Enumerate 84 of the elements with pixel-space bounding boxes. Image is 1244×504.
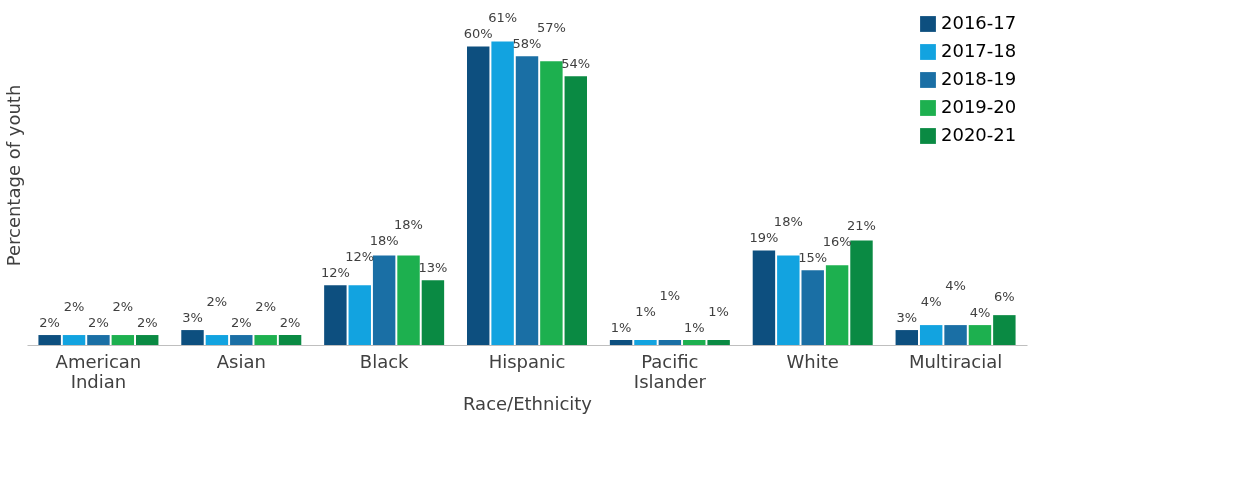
bar: [752, 250, 776, 345]
bar: [515, 56, 539, 345]
x-tick-label: Pacific Islander: [633, 350, 707, 392]
data-label: 21%: [847, 218, 876, 234]
legend-label: 2018-19: [941, 68, 1017, 89]
bar: [993, 315, 1016, 345]
data-label: 3%: [896, 310, 918, 326]
y-axis-title: Percentage of youth: [2, 84, 24, 267]
bar: [968, 325, 992, 345]
bar: [421, 280, 445, 345]
bar: [348, 285, 371, 345]
bar: [850, 240, 873, 345]
data-label: 2%: [112, 299, 134, 315]
x-tick-label: Asian: [216, 350, 266, 372]
data-label: 12%: [320, 265, 350, 281]
x-axis-title: Race/Ethnicity: [462, 392, 593, 414]
bar: [254, 335, 277, 345]
data-label: 6%: [994, 289, 1015, 305]
bar: [777, 255, 800, 345]
bar: [825, 265, 849, 345]
data-label: 1%: [610, 320, 632, 336]
bar: [278, 335, 302, 345]
bar: [111, 335, 135, 345]
data-label: 2%: [63, 299, 85, 315]
data-label: 54%: [561, 56, 591, 72]
data-label: 4%: [945, 278, 966, 294]
bar: [707, 340, 730, 345]
legend-label: 2020-21: [941, 124, 1017, 145]
legend-label: 2017-18: [941, 40, 1017, 61]
data-label: 2%: [230, 315, 252, 331]
data-label: 4%: [920, 294, 942, 310]
data-label: 2%: [279, 315, 301, 331]
data-label: 2%: [88, 315, 109, 331]
data-label: 2%: [255, 299, 276, 315]
data-label: 13%: [418, 260, 448, 276]
data-label: 18%: [394, 217, 423, 233]
bar: [62, 335, 86, 345]
data-label: 1%: [683, 320, 705, 336]
data-label: 60%: [463, 26, 493, 42]
data-label: 16%: [822, 234, 852, 250]
bar: [324, 285, 347, 345]
data-label: 15%: [798, 250, 828, 266]
x-tick-label: Black: [359, 350, 410, 372]
x-tick-label: American Indian: [55, 350, 142, 392]
data-label: 1%: [659, 288, 681, 304]
bar: [683, 340, 706, 345]
bar: [609, 340, 633, 345]
bar: [372, 255, 396, 345]
bar: [944, 325, 967, 345]
data-label: 58%: [512, 36, 542, 52]
x-tick-label: White: [786, 350, 839, 372]
x-tick-label: Hispanic: [488, 350, 566, 372]
bar: [919, 325, 943, 345]
bar: [658, 340, 682, 345]
bar: [540, 61, 563, 345]
data-label: 12%: [345, 249, 375, 265]
data-label: 4%: [969, 305, 991, 321]
bar: [895, 330, 919, 345]
data-label: 57%: [536, 20, 566, 36]
data-label: 1%: [635, 304, 656, 320]
data-label: 3%: [182, 310, 203, 326]
bar: [397, 255, 420, 345]
data-label: 2%: [39, 315, 60, 331]
bar: [491, 41, 514, 345]
bar: [205, 335, 229, 345]
bar: [230, 335, 253, 345]
data-label: 1%: [708, 304, 729, 320]
bar: [181, 330, 204, 345]
data-label: 18%: [369, 233, 399, 249]
bar: [801, 270, 824, 345]
data-label: 2%: [136, 315, 158, 331]
bar: [634, 340, 657, 345]
bar: [87, 335, 110, 345]
bar: [467, 46, 490, 345]
bar: [135, 335, 159, 345]
legend-label: 2019-20: [941, 96, 1017, 117]
x-tick-label: Multiracial: [908, 350, 1003, 372]
data-label: 61%: [488, 10, 518, 26]
data-label: 19%: [749, 230, 779, 246]
bar: [38, 335, 61, 345]
data-label: 18%: [773, 214, 803, 230]
data-label: 2%: [206, 294, 228, 310]
bar: [564, 76, 587, 345]
legend-label: 2016-17: [941, 12, 1017, 33]
